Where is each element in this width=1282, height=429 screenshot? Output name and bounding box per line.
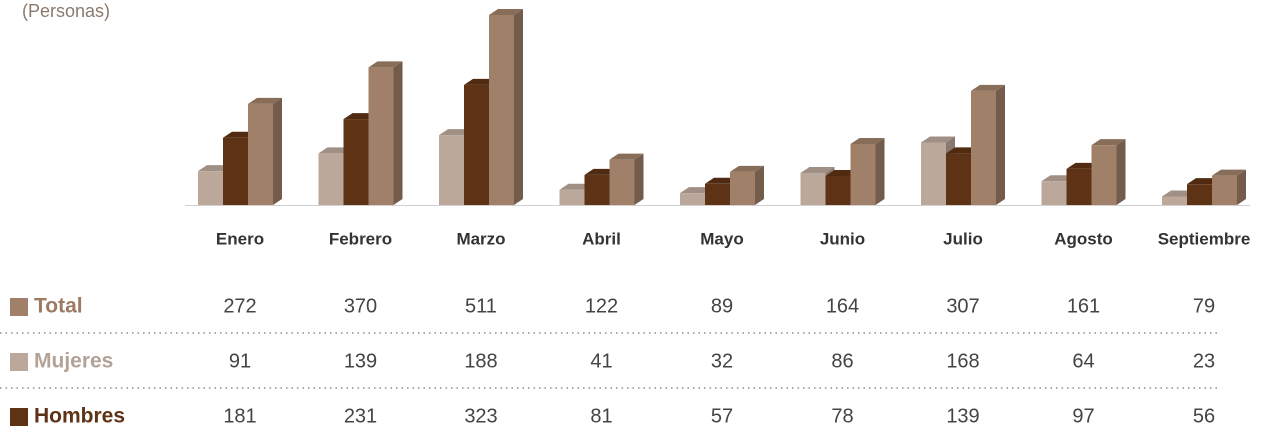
table-value: 23: [1193, 350, 1215, 372]
bar: [223, 137, 248, 205]
table-value: 307: [946, 295, 979, 317]
bar-side: [996, 84, 1005, 205]
bar-side: [393, 61, 403, 206]
x-tick-label: Marzo: [456, 229, 505, 248]
bar: [825, 175, 851, 205]
bar: [609, 159, 635, 205]
table-value: 164: [826, 295, 859, 317]
bar-top: [368, 61, 403, 68]
bar: [343, 119, 369, 205]
table-value: 91: [229, 350, 251, 372]
bar: [318, 153, 344, 205]
bar: [971, 90, 996, 205]
bar-top: [971, 84, 1005, 91]
bar: [1212, 175, 1237, 205]
bar-top: [489, 9, 523, 15]
x-tick-label: Enero: [216, 229, 264, 248]
x-tick-label: Abril: [582, 229, 621, 248]
bar: [680, 193, 705, 205]
x-tick-label: Agosto: [1054, 229, 1113, 248]
bar-side: [273, 97, 282, 205]
bar: [1066, 168, 1092, 205]
bar-top: [1091, 139, 1126, 146]
legend-label: Total: [34, 295, 83, 318]
bar: [584, 174, 610, 205]
table-value: 78: [831, 405, 853, 427]
bar: [248, 103, 273, 205]
x-tick-label: Febrero: [329, 229, 392, 248]
legend-swatch: [10, 353, 28, 371]
bar-top: [1212, 169, 1246, 176]
table-value: 64: [1072, 350, 1094, 372]
bar-top: [800, 167, 835, 174]
table-value: 161: [1067, 295, 1100, 317]
bar-side: [875, 138, 885, 205]
table-value: 168: [946, 350, 979, 372]
bar: [730, 171, 755, 205]
bar-side: [634, 153, 644, 205]
table-value: 57: [711, 405, 733, 427]
bar: [464, 84, 489, 205]
legend-swatch: [10, 408, 28, 426]
bar: [489, 15, 514, 205]
bar: [198, 171, 223, 205]
bar-top: [921, 136, 955, 143]
table-value: 231: [344, 405, 377, 427]
bar: [1187, 184, 1212, 205]
bar-side: [755, 165, 764, 205]
table-value: 81: [590, 405, 612, 427]
bar-top: [850, 138, 885, 145]
bar-side: [1237, 169, 1246, 205]
legend-swatch: [10, 298, 28, 316]
bar: [559, 189, 585, 205]
table-value: 122: [585, 295, 618, 317]
bar: [1091, 145, 1117, 205]
bar-side: [514, 9, 523, 205]
bar-top: [730, 165, 764, 172]
table-value: 139: [946, 405, 979, 427]
table-value: 323: [464, 405, 497, 427]
x-tick-label: Julio: [943, 229, 983, 248]
x-tick-label: Junio: [820, 229, 865, 248]
table-value: 181: [223, 405, 256, 427]
x-tick-label: Mayo: [700, 229, 743, 248]
x-tick-label: Septiembre: [1158, 229, 1251, 248]
table-value: 139: [344, 350, 377, 372]
bar: [800, 173, 826, 205]
bar: [439, 135, 464, 205]
bar: [850, 144, 876, 205]
table-value: 272: [223, 295, 256, 317]
table-value: 97: [1072, 405, 1094, 427]
bar-top: [609, 153, 644, 160]
table-value: 86: [831, 350, 853, 372]
bar: [368, 67, 394, 206]
table-value: 89: [711, 295, 733, 317]
bar: [705, 183, 730, 205]
bar-side: [1116, 139, 1126, 205]
table-value: 370: [344, 295, 377, 317]
bar: [921, 142, 946, 205]
legend-label: Hombres: [34, 405, 125, 428]
table-value: 32: [711, 350, 733, 372]
legend-label: Mujeres: [34, 350, 113, 373]
table-value: 41: [590, 350, 612, 372]
table-value: 511: [465, 295, 497, 317]
bar: [1162, 196, 1187, 205]
table-value: 188: [464, 350, 497, 372]
bar-top: [248, 97, 282, 104]
table-value: 79: [1193, 295, 1215, 317]
bar: [946, 153, 971, 205]
chart-subtitle: (Personas): [22, 1, 110, 21]
table-value: 56: [1193, 405, 1215, 427]
bar: [1041, 181, 1067, 205]
